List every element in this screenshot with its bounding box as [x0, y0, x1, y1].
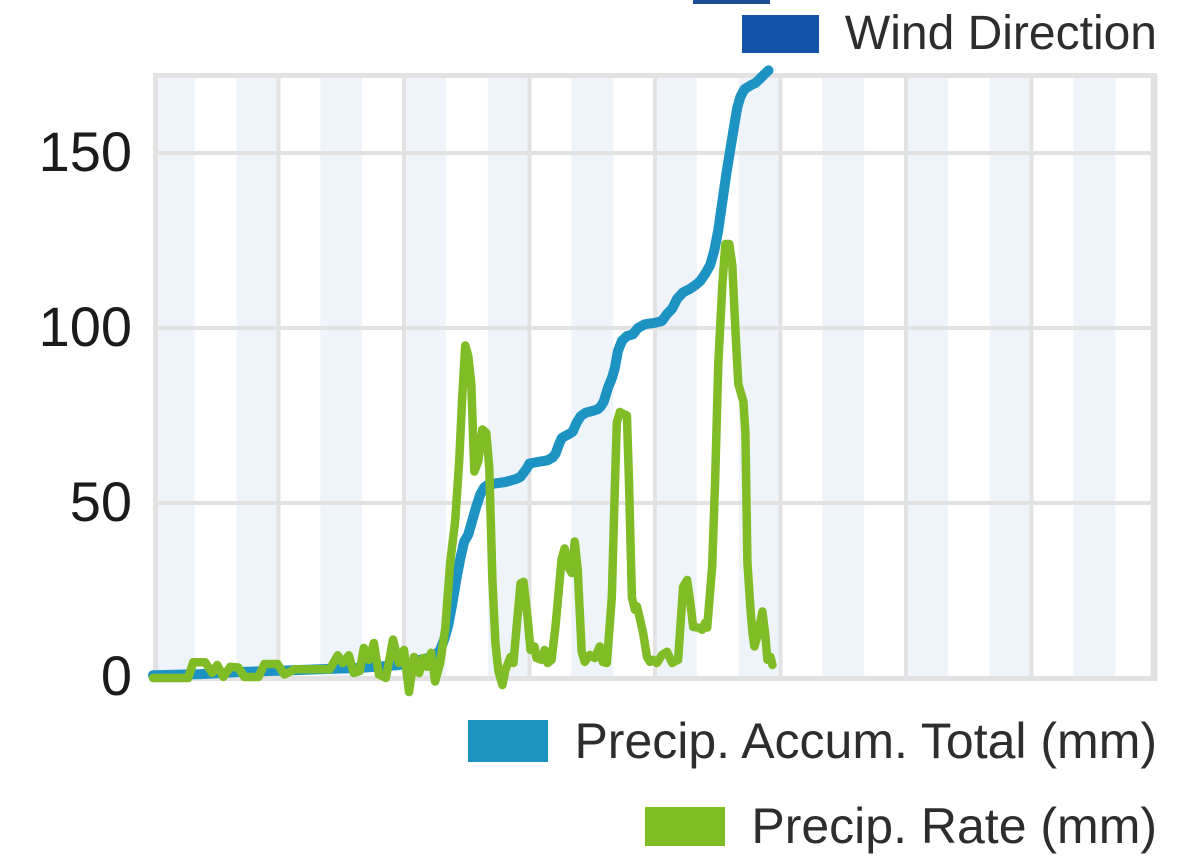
wind-direction-swatch-icon — [741, 15, 819, 53]
wind-direction-label: Wind Direction — [844, 7, 1157, 60]
y-tick-50: 50 — [69, 470, 132, 534]
y-tick-100: 100 — [38, 295, 132, 359]
y-tick-150: 150 — [38, 120, 132, 184]
legend-item-wind-direction[interactable]: Wind Direction — [741, 7, 1157, 60]
precip-accum-label: Precip. Accum. Total (mm) — [574, 713, 1157, 769]
legend-item-precip-accum[interactable]: Precip. Accum. Total (mm) — [468, 716, 1157, 766]
legend-item-precip-rate[interactable]: Precip. Rate (mm) — [645, 801, 1157, 851]
y-tick-0: 0 — [100, 644, 132, 708]
data-series — [148, 65, 777, 697]
plot-svg — [148, 65, 1158, 697]
gridlines — [153, 73, 1157, 681]
precip-rate-swatch-icon — [645, 806, 726, 846]
plot-border — [153, 73, 1158, 681]
plot-area — [148, 65, 1158, 697]
precip-accum-swatch-icon — [468, 720, 549, 762]
precip-rate-label: Precip. Rate (mm) — [751, 798, 1157, 854]
cropped-swatch-sliver — [693, 0, 770, 4]
minor-bands — [153, 73, 1116, 681]
